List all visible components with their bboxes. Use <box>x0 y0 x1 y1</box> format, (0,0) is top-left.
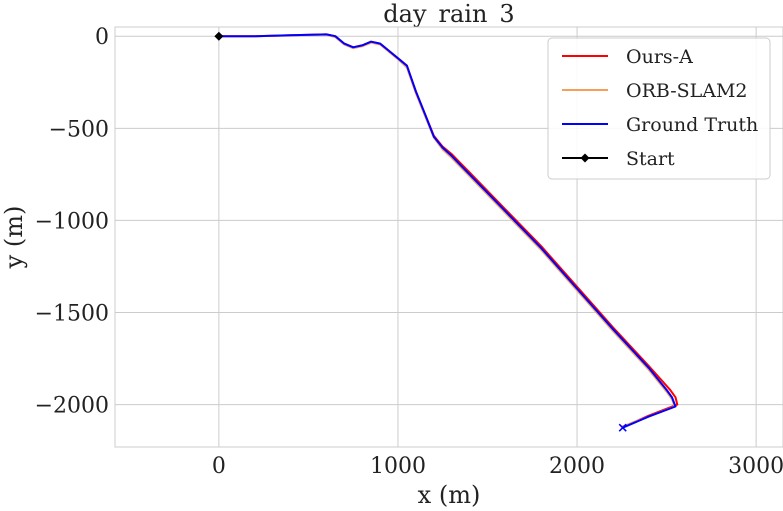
y-tick-label: −1500 <box>35 302 109 327</box>
x-tick-label: 3000 <box>728 454 783 479</box>
legend-label: Ours-A <box>626 46 693 68</box>
legend: Ours-A ORB-SLAM2 Ground Truth Start <box>547 37 771 180</box>
plot-frame <box>114 26 783 448</box>
y-tick-label: 0 <box>95 25 109 50</box>
y-tick-label: −2000 <box>35 394 109 419</box>
legend-label: Start <box>626 148 675 170</box>
legend-label: Ground Truth <box>626 114 758 136</box>
y-axis-label: y (m) <box>0 206 28 270</box>
legend-box <box>547 37 771 180</box>
legend-entry: Ground Truth <box>562 114 758 136</box>
chart-title: day_rain_3 <box>383 0 514 28</box>
legend-entry: Start <box>562 148 675 170</box>
legend-marker <box>580 153 590 163</box>
start-marker <box>214 31 224 41</box>
legend-entry: ORB-SLAM2 <box>562 80 748 102</box>
legend-entry: Ours-A <box>562 46 693 68</box>
x-axis-ticks: 0 1000 2000 3000 <box>212 454 783 479</box>
series-line-ground-truth <box>217 33 677 429</box>
legend-label: ORB-SLAM2 <box>626 80 748 102</box>
end-marker <box>618 423 627 432</box>
markers <box>214 31 627 432</box>
y-tick-label: −500 <box>49 117 109 142</box>
series-lines <box>217 33 679 429</box>
x-tick-label: 2000 <box>549 454 605 479</box>
y-tick-label: −1000 <box>35 209 109 234</box>
x-tick-label: 1000 <box>370 454 426 479</box>
y-axis-ticks: 0 −500 −1000 −1500 −2000 <box>35 25 109 418</box>
x-tick-label: 0 <box>212 454 226 479</box>
x-axis-label: x (m) <box>418 481 481 509</box>
